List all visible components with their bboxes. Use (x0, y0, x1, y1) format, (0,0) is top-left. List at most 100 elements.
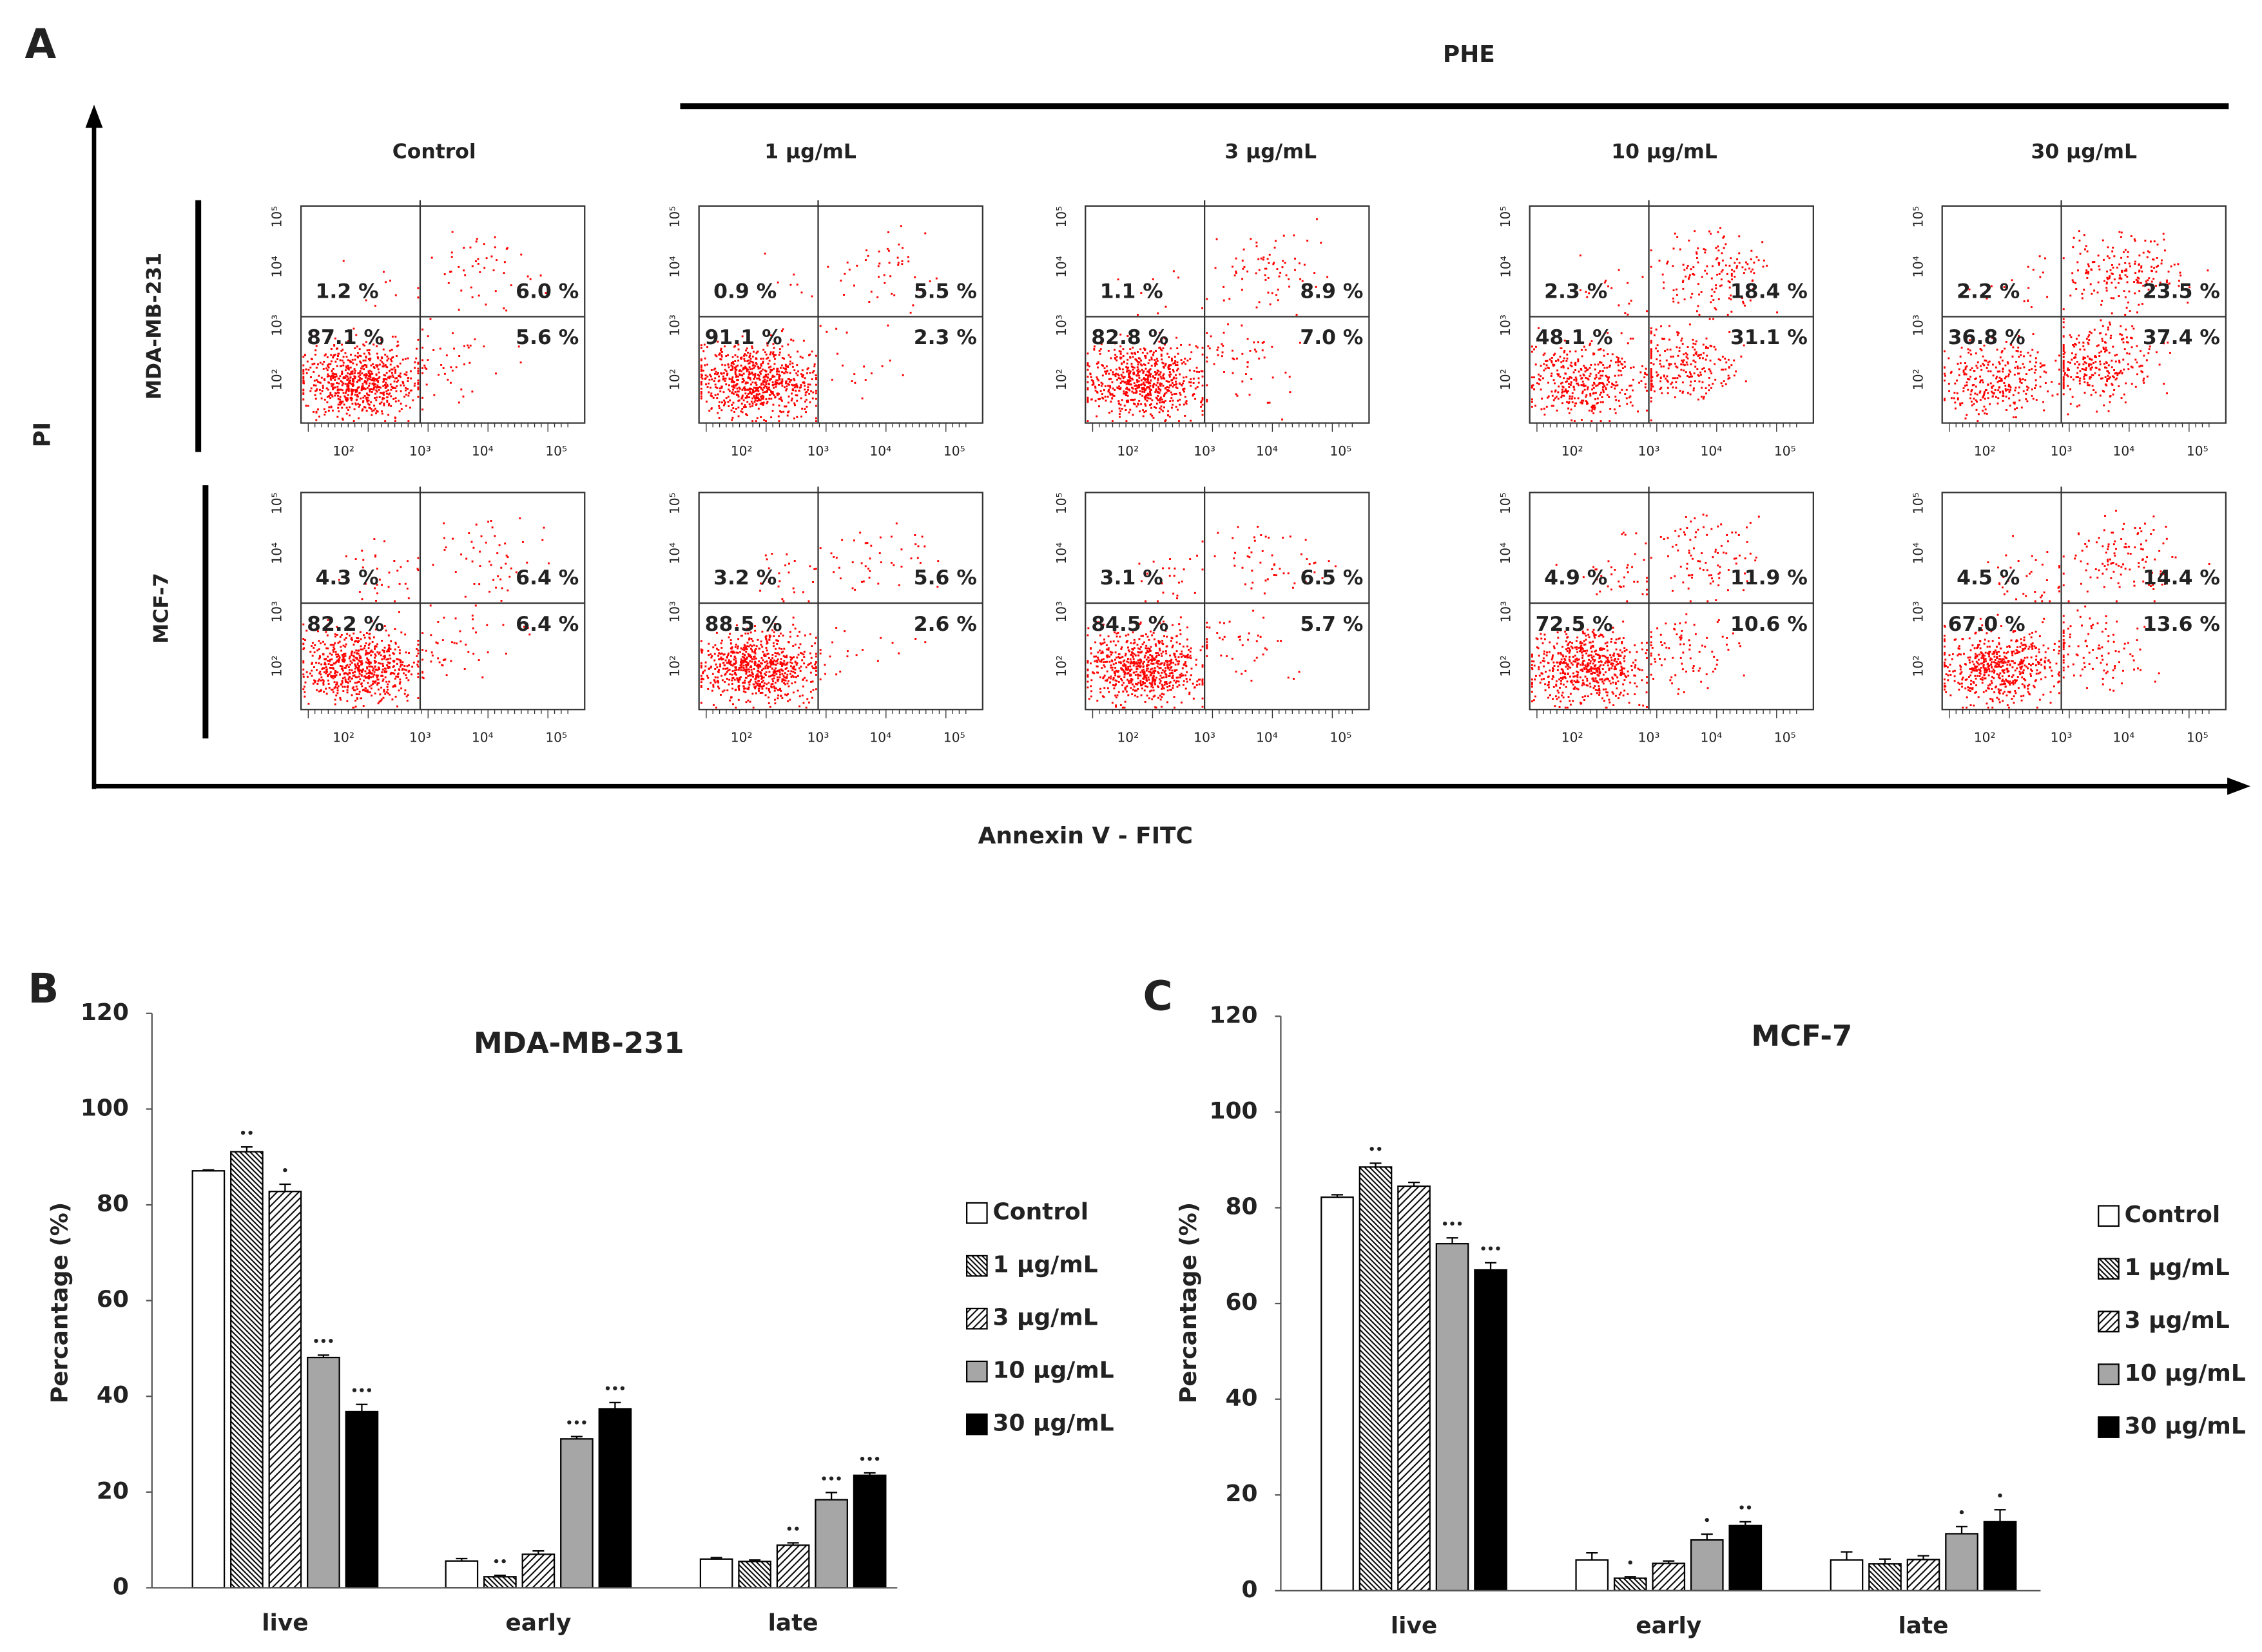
quadrant-percent: 3.2 % (713, 566, 777, 590)
x-tick-label: 10⁴ (1256, 443, 1278, 459)
bar (1830, 1559, 1864, 1591)
y-tick-label: 10⁴ (1910, 256, 1926, 278)
bar (699, 1558, 733, 1589)
significance: • (1703, 1514, 1710, 1528)
y-tick-label: 10² (667, 655, 682, 677)
plot-frame (1085, 205, 1370, 424)
x-tick-label: 10³ (2051, 443, 2073, 459)
y-tick-label: 10² (1498, 369, 1513, 390)
x-tick-label: 10² (1561, 730, 1583, 745)
x-tick-label: early (1636, 1613, 1701, 1639)
bar (1983, 1521, 2017, 1591)
y-tick-label: 10³ (1498, 601, 1513, 623)
y-tick-label: 10² (667, 369, 682, 390)
quadrant-percent: 6.4 % (516, 566, 579, 590)
y-tick-label: 10⁴ (1054, 543, 1069, 564)
y-tick-label: 10³ (1054, 601, 1069, 623)
significance: ••• (820, 1472, 842, 1486)
x-tick-label: 10² (1117, 730, 1139, 745)
y-tick-label: 10³ (269, 314, 285, 336)
x-tick-label: late (1898, 1613, 1948, 1639)
bar (1613, 1577, 1647, 1591)
quadrant-percent: 84.5 % (1091, 613, 1168, 636)
significance: • (1627, 1557, 1634, 1570)
quadrant-percent: 82.8 % (1091, 326, 1168, 349)
significance: • (1996, 1490, 2004, 1503)
quadrant-percent: 5.6 % (914, 566, 977, 590)
y-tick-label: 10⁵ (1910, 492, 1926, 514)
event-dots (1087, 616, 1204, 709)
x-tick-label: 10² (333, 730, 354, 745)
event-dots (2062, 230, 2209, 316)
legend-swatch (965, 1202, 988, 1224)
bar (1906, 1559, 1940, 1591)
x-tick-label: 10³ (409, 443, 431, 459)
plot-frame (1085, 492, 1370, 711)
panel-label: B (28, 965, 59, 1012)
bar (1945, 1533, 1978, 1591)
y-tick-label: 10⁴ (667, 543, 682, 564)
bar (1868, 1563, 1902, 1591)
quadrant-percent: 48.1 % (1536, 326, 1613, 349)
event-dots (1579, 254, 1648, 316)
quadrant-percent: 87.1 % (307, 326, 384, 349)
y-tick-label: 10⁵ (269, 492, 285, 514)
legend-label: 1 µg/mL (2125, 1254, 2230, 1281)
bar (521, 1553, 556, 1589)
y-tick-label: 10³ (667, 314, 682, 336)
quadrant-percent: 6.0 % (516, 280, 579, 303)
bar (1397, 1185, 1431, 1591)
legend-label: 30 µg/mL (2125, 1413, 2246, 1439)
bar (445, 1560, 479, 1589)
significance: ••• (566, 1416, 588, 1430)
y-tick-label: 10⁵ (1054, 492, 1069, 514)
legend-label: 1 µg/mL (993, 1252, 1098, 1278)
y-tick-label: 10⁴ (269, 543, 285, 564)
y-arrow-head (85, 104, 103, 128)
quadrant-percent: 5.6 % (516, 326, 579, 349)
significance: • (1958, 1506, 1965, 1520)
significance: ••• (858, 1453, 880, 1466)
chart-title: MDA-MB-231 (474, 1026, 684, 1060)
y-tick-label: 10³ (1910, 601, 1926, 623)
y-tick-label: 10⁴ (1498, 543, 1513, 564)
y-tick-label: 10⁵ (1498, 206, 1513, 228)
x-tick-label: 10⁴ (2112, 443, 2134, 459)
significance: •• (239, 1127, 254, 1140)
x-tick-label: 10³ (807, 443, 829, 459)
bar (1358, 1166, 1393, 1591)
event-dots (302, 611, 420, 709)
event-dots (421, 318, 522, 411)
plot-frame (1529, 492, 1814, 711)
x-tick-label: early (505, 1609, 571, 1636)
legend-label: 10 µg/mL (2125, 1360, 2246, 1387)
y-tick-label: 10² (269, 655, 285, 677)
y-tick-label: 10³ (269, 601, 285, 623)
condition-label: Control (392, 140, 476, 164)
x-tick-label: 10⁵ (1774, 443, 1796, 459)
x-tick-label: 10² (1561, 443, 1583, 459)
event-dots (1943, 333, 2060, 423)
quadrant-percent: 23.5 % (2143, 280, 2220, 303)
y-tick-label: 10⁵ (1498, 492, 1513, 514)
legend-label: Control (2125, 1202, 2221, 1228)
event-dots (700, 617, 817, 709)
plot-frame (698, 205, 983, 424)
legend-swatch (965, 1307, 988, 1330)
bar (307, 1356, 340, 1589)
bar (853, 1474, 887, 1589)
bar (483, 1576, 517, 1589)
quadrant-percent: 0.9 % (713, 280, 777, 303)
x-tick-label: 10³ (2051, 730, 2073, 745)
y-tick-label: 40 (97, 1382, 129, 1408)
y-tick-label: 10⁵ (1910, 206, 1926, 228)
x-tick-label: 10² (1117, 443, 1139, 459)
bar (345, 1410, 379, 1589)
quadrant-percent: 11.9 % (1730, 566, 1808, 590)
quadrant-percent: 3.1 % (1100, 566, 1163, 590)
x-tick-label: live (1391, 1613, 1437, 1639)
bar (560, 1438, 594, 1589)
quadrant-percent: 2.3 % (1544, 280, 1607, 303)
x-tick-label: 10³ (409, 730, 431, 745)
